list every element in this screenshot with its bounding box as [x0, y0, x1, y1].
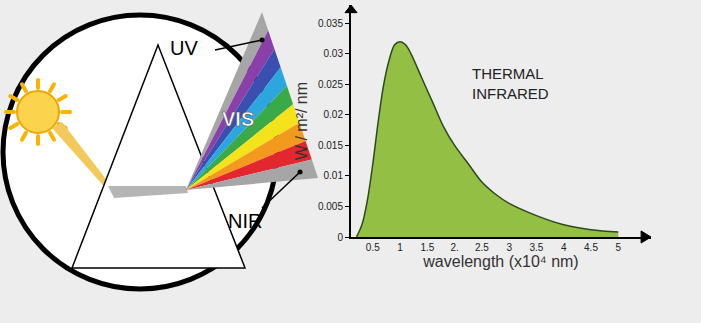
svg-text:0.03: 0.03	[324, 48, 344, 59]
svg-text:NIR: NIR	[228, 210, 262, 232]
svg-text:0.02: 0.02	[324, 109, 344, 120]
svg-text:2.5: 2.5	[475, 242, 489, 253]
svg-text:5: 5	[615, 242, 621, 253]
svg-text:UV: UV	[170, 37, 198, 59]
svg-text:4: 4	[561, 242, 567, 253]
svg-text:0: 0	[337, 232, 343, 243]
svg-text:0.5: 0.5	[366, 242, 380, 253]
svg-text:0.01: 0.01	[324, 170, 344, 181]
svg-text:3.5: 3.5	[529, 242, 543, 253]
svg-text:3: 3	[506, 242, 512, 253]
svg-text:1: 1	[397, 242, 403, 253]
svg-text:W / m²/ nm: W / m²/ nm	[293, 82, 310, 160]
svg-text:VIS: VIS	[222, 108, 254, 130]
svg-text:0.015: 0.015	[318, 140, 343, 151]
svg-text:0.035: 0.035	[318, 18, 343, 29]
svg-text:THERMALINFRARED: THERMALINFRARED	[472, 65, 549, 102]
svg-text:0.005: 0.005	[318, 201, 343, 212]
svg-text:0.025: 0.025	[318, 79, 343, 90]
svg-text:1.5: 1.5	[420, 242, 434, 253]
svg-text:wavelength (x10⁴ nm): wavelength (x10⁴ nm)	[422, 253, 578, 270]
svg-text:4.5: 4.5	[584, 242, 598, 253]
svg-text:2.: 2.	[450, 242, 458, 253]
